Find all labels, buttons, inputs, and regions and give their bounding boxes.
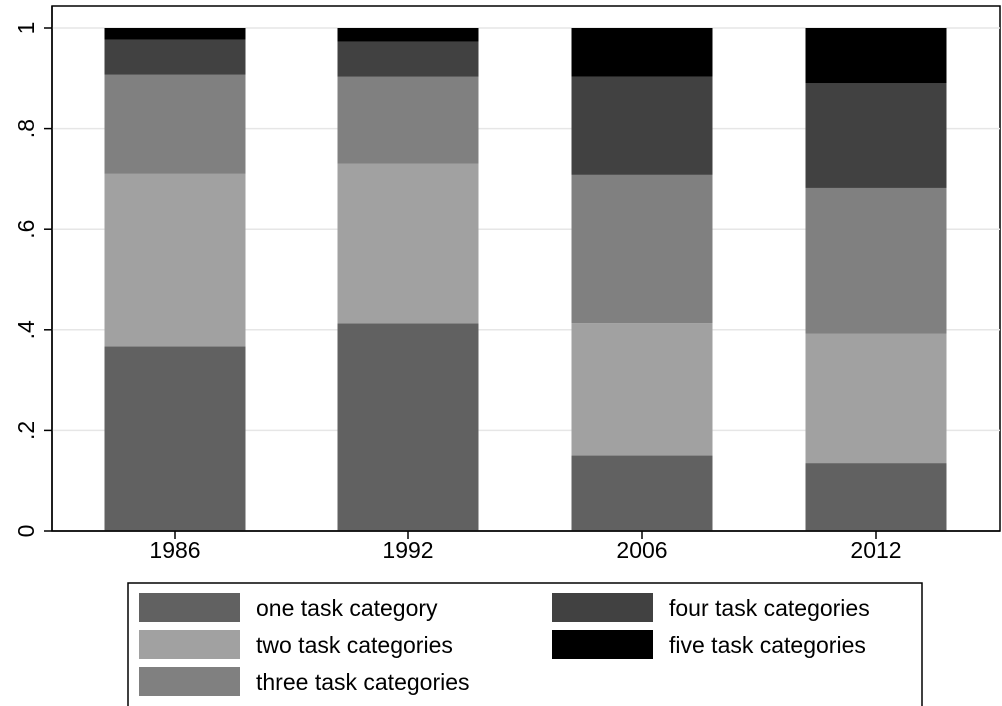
bars [104,28,947,531]
x-tick-label: 2006 [616,537,667,563]
legend-swatch-4 [552,593,653,622]
bar-segment-1986-3 [104,74,246,174]
bar-segment-2006-2 [571,323,713,456]
bar-segment-2012-1 [805,463,947,531]
axes [51,6,1000,532]
x-tick-label: 2012 [850,537,901,563]
legend-swatch-5 [552,630,653,659]
bar-segment-1992-5 [337,28,479,42]
bar-segment-1992-3 [337,76,479,164]
bar-segment-1986-1 [104,346,246,531]
bar-segment-2012-3 [805,187,947,334]
legend-label-4: four task categories [669,595,870,621]
bar-segment-2006-5 [571,28,713,77]
legend-swatch-2 [139,630,240,659]
y-tick-label: 0 [13,525,39,538]
x-axis-ticks: 1986 1992 2006 2012 [149,531,902,563]
bar-segment-1992-4 [337,41,479,77]
bar-segment-2006-1 [571,455,713,531]
bar-segment-1986-2 [104,173,246,347]
bar-segment-2012-2 [805,333,947,464]
x-tick-label: 1992 [382,537,433,563]
legend-label-1: one task category [256,595,438,621]
bar-segment-1992-1 [337,323,479,531]
y-axis-ticks: 0 .2 .4 .6 .8 1 [13,22,52,538]
y-tick-label: .4 [13,320,39,339]
bar-segment-2006-3 [571,174,713,324]
y-tick-label: .6 [13,220,39,239]
bar-segment-1986-5 [104,28,246,40]
legend-box [127,582,923,706]
y-tick-label: 1 [13,22,39,35]
legend: one task category two task categories thre… [127,582,923,706]
y-tick-label: .8 [13,119,39,138]
bar-segment-2012-4 [805,83,947,188]
legend-swatch-3 [139,667,240,696]
bar-segment-2006-4 [571,76,713,175]
legend-label-2: two task categories [256,632,453,658]
bar-segment-1986-4 [104,39,246,75]
bar-segment-2012-5 [805,28,947,84]
legend-label-5: five task categories [669,632,866,658]
legend-label-3: three task categories [256,669,470,695]
y-tick-label: .2 [13,421,39,440]
bar-segment-1992-2 [337,163,479,324]
legend-swatch-1 [139,593,240,622]
x-tick-label: 1986 [149,537,200,563]
